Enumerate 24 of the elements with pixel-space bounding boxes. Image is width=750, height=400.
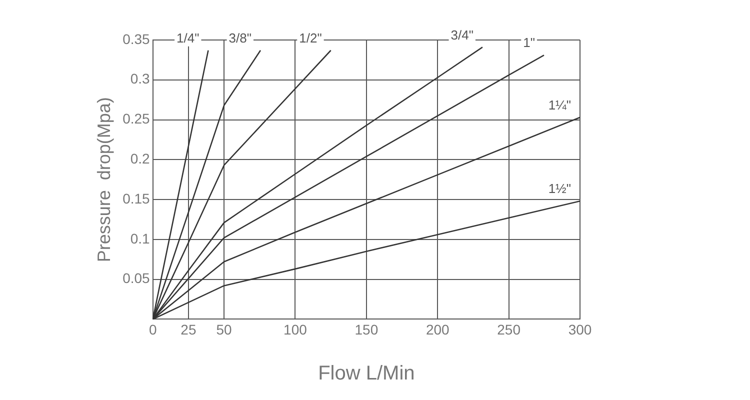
y-tick-label: 0.05 (122, 270, 150, 286)
x-tick-label: 25 (180, 321, 196, 338)
x-tick-label: 300 (568, 321, 592, 338)
series-label: 3/8" (228, 30, 252, 46)
y-tick-label: 0.2 (130, 150, 150, 167)
x-axis-title: Flow L/Min (318, 362, 415, 385)
series-label: 1/4" (176, 30, 200, 46)
series-label: 1½" (548, 181, 572, 196)
x-tick-label: 100 (284, 321, 308, 338)
x-tick-label: 50 (216, 321, 232, 338)
x-tick-label: 250 (497, 321, 521, 338)
series-label: 1¼" (548, 97, 572, 112)
series-label: 1" (523, 35, 536, 50)
y-tick-label: 0.1 (130, 230, 150, 246)
x-tick-label: 0 (148, 321, 157, 338)
series-label: 1/2" (299, 30, 322, 46)
x-tick-label: 200 (426, 321, 450, 338)
series-label: 3/4" (450, 27, 474, 42)
x-tick-label: 150 (354, 321, 378, 338)
y-tick-label: 0.25 (122, 110, 150, 127)
y-tick-label: 0.35 (122, 30, 150, 47)
y-tick-label: 0.15 (122, 190, 150, 206)
y-axis-title: Pressure drop(Mpa) (94, 97, 114, 262)
y-tick-label: 0.3 (130, 70, 150, 87)
